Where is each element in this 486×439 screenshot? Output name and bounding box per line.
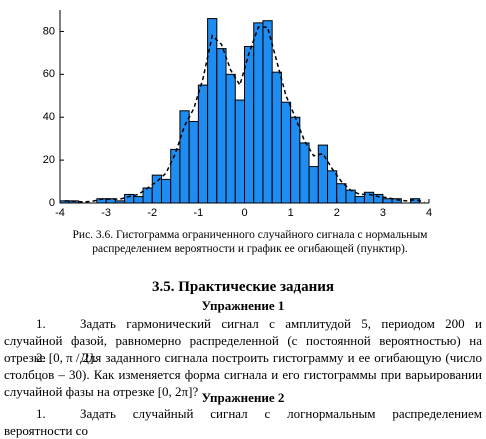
bar xyxy=(142,187,153,204)
x-tick-label: 4 xyxy=(426,207,432,219)
y-tick-label: 40 xyxy=(43,111,55,123)
paragraph: 1. Задать случайный сигнал с логнормальны… xyxy=(4,405,482,439)
bar xyxy=(234,99,245,204)
section-title: 3.5. Практические задания xyxy=(151,279,335,295)
bar xyxy=(354,196,365,204)
bar xyxy=(160,178,172,204)
x-tick-label: -4 xyxy=(55,207,65,219)
envelope-line xyxy=(64,26,425,203)
exercise-title: Упражнение 1 xyxy=(201,298,285,313)
bar xyxy=(197,84,209,204)
bar xyxy=(262,20,273,204)
bar xyxy=(280,101,292,204)
item-text: Задать гармонический сигнал с амплитудой… xyxy=(4,316,482,365)
histogram-chart: 0 20 40 60 80 -4 -3 -2 -1 0 1 2 3 4 xyxy=(43,10,432,219)
item-number: 2. xyxy=(36,350,46,365)
bar xyxy=(308,166,319,204)
bar xyxy=(345,189,356,204)
bar xyxy=(225,73,236,204)
paragraph: 2. Для заданного сигнала построить гистог… xyxy=(4,349,482,400)
item-number: 1. xyxy=(36,406,46,421)
item-text: Для заданного сигнала построить гистогра… xyxy=(4,350,482,399)
x-tick-label: 2 xyxy=(334,207,340,219)
page: 0 20 40 60 80 -4 -3 -2 -1 0 1 2 3 4 Рис. 3.6. Гистогр… xyxy=(4,10,482,438)
y-tick-label: 0 xyxy=(49,197,55,209)
bar xyxy=(124,193,135,204)
x-tick-label: -3 xyxy=(101,207,111,219)
y-tick-label: 60 xyxy=(43,68,55,80)
exercise-title: Упражнение 2 xyxy=(201,390,285,405)
paragraph: 1. Задать гармонический сигнал с амплитуд… xyxy=(4,315,482,366)
x-tick-label: -1 xyxy=(193,207,203,219)
bar xyxy=(336,183,347,204)
bar xyxy=(299,142,310,204)
bar xyxy=(253,22,264,204)
bar xyxy=(382,198,393,204)
bar xyxy=(216,48,227,204)
bar xyxy=(290,116,301,204)
x-tick-label: -2 xyxy=(147,207,157,219)
bar xyxy=(133,196,144,204)
x-tick-label: 1 xyxy=(288,207,294,219)
x-tick-label: 0 xyxy=(241,207,247,219)
bar xyxy=(188,121,199,204)
bar xyxy=(271,71,282,204)
y-tick-label: 20 xyxy=(43,154,55,166)
bar xyxy=(207,18,218,204)
bar xyxy=(170,148,181,204)
bar xyxy=(244,45,255,204)
figure-caption: Рис. 3.6. Гистограмма ограниченного случ… xyxy=(72,229,428,255)
x-tick-label: 3 xyxy=(380,207,386,219)
bar xyxy=(327,170,338,204)
bar xyxy=(373,193,384,204)
item-number: 1. xyxy=(36,316,46,331)
y-tick-label: 80 xyxy=(43,25,55,37)
